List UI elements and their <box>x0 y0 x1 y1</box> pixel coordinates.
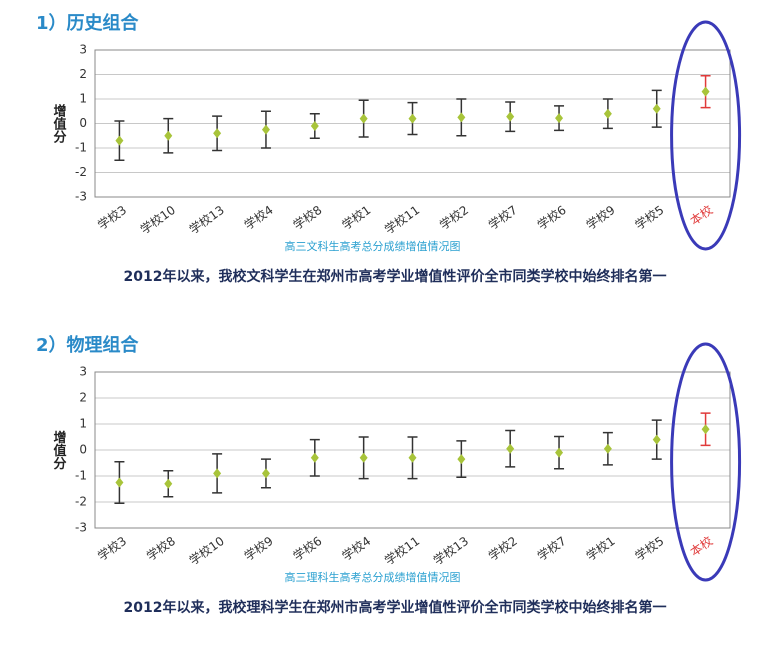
x-tick-label: 学校9 <box>241 533 276 563</box>
point <box>115 135 124 146</box>
point <box>261 468 270 479</box>
point <box>555 113 564 124</box>
chart-caption: 高三文科生高考总分成绩增值情况图 <box>285 239 461 253</box>
x-tick-label: 学校4 <box>241 202 276 232</box>
point <box>310 452 319 463</box>
x-tick-label: 学校4 <box>339 533 374 563</box>
point <box>164 130 173 141</box>
y-tick-label: 2 <box>79 67 87 81</box>
point <box>213 128 222 139</box>
y-tick-label: 1 <box>79 417 87 431</box>
x-tick-label: 本校 <box>687 202 715 228</box>
section-heading: 2）物理组合 <box>36 334 140 356</box>
y-tick-label: 3 <box>79 365 87 379</box>
point <box>457 112 466 123</box>
point <box>652 103 661 114</box>
x-tick-label: 学校7 <box>534 533 569 563</box>
x-tick-label: 学校8 <box>143 533 178 563</box>
x-tick-label: 学校6 <box>290 533 325 563</box>
point <box>506 443 515 454</box>
highlight-ellipse <box>670 20 742 251</box>
x-tick-label: 学校6 <box>534 202 569 232</box>
x-tick-label: 学校2 <box>437 202 472 232</box>
x-tick-label: 学校11 <box>381 202 422 237</box>
y-tick-label: 3 <box>79 43 87 57</box>
y-tick-label: -1 <box>75 469 87 483</box>
point <box>310 120 319 131</box>
point <box>701 424 710 435</box>
x-tick-label: 学校3 <box>95 533 130 563</box>
point <box>408 113 417 124</box>
point <box>506 111 515 122</box>
y-tick-label: -1 <box>75 141 87 155</box>
x-tick-label: 学校13 <box>186 202 227 237</box>
x-tick-label: 学校5 <box>632 202 667 232</box>
x-tick-label: 学校8 <box>290 202 325 232</box>
x-tick-label: 学校13 <box>430 533 471 568</box>
y-axis-label: 增值分 <box>51 103 67 144</box>
plot-frame <box>94 49 731 198</box>
y-tick-label: -2 <box>75 495 87 509</box>
section-heading: 1）历史组合 <box>36 12 140 34</box>
chart-note: 2012年以来，我校理科学生在郑州市高考学业增值性评价全市同类学校中始终排名第一 <box>124 599 667 616</box>
y-tick-label: -2 <box>75 165 87 179</box>
x-tick-label: 学校2 <box>485 533 520 563</box>
y-tick-label: 0 <box>79 116 87 130</box>
x-tick-label: 学校3 <box>95 202 130 232</box>
x-tick-label: 学校1 <box>339 202 374 232</box>
y-tick-label: -3 <box>75 521 87 535</box>
point <box>164 478 173 489</box>
y-tick-label: 0 <box>79 443 87 457</box>
point <box>701 86 710 97</box>
point <box>359 113 368 124</box>
point <box>115 477 124 488</box>
x-tick-label: 学校9 <box>583 202 618 232</box>
x-tick-label: 学校1 <box>583 533 618 563</box>
y-tick-label: -3 <box>75 190 87 204</box>
x-tick-label: 学校11 <box>381 533 422 568</box>
highlight-ellipse <box>670 342 742 582</box>
x-tick-label: 本校 <box>687 533 715 559</box>
chart-caption: 高三理科生高考总分成绩增值情况图 <box>285 570 461 584</box>
chart-note: 2012年以来，我校文科学生在郑州市高考学业增值性评价全市同类学校中始终排名第一 <box>124 268 667 285</box>
x-tick-label: 学校5 <box>632 533 667 563</box>
point <box>213 468 222 479</box>
x-tick-label: 学校10 <box>186 533 227 568</box>
point <box>603 443 612 454</box>
point <box>408 452 417 463</box>
point <box>359 452 368 463</box>
point <box>457 454 466 465</box>
point <box>261 124 270 135</box>
y-tick-label: 1 <box>79 92 87 106</box>
point <box>555 447 564 458</box>
plot-frame <box>94 371 731 529</box>
point <box>652 434 661 445</box>
x-tick-label: 学校10 <box>137 202 178 237</box>
y-axis-label: 增值分 <box>51 430 67 471</box>
x-tick-label: 学校7 <box>485 202 520 232</box>
y-tick-label: 2 <box>79 391 87 405</box>
point <box>603 108 612 119</box>
